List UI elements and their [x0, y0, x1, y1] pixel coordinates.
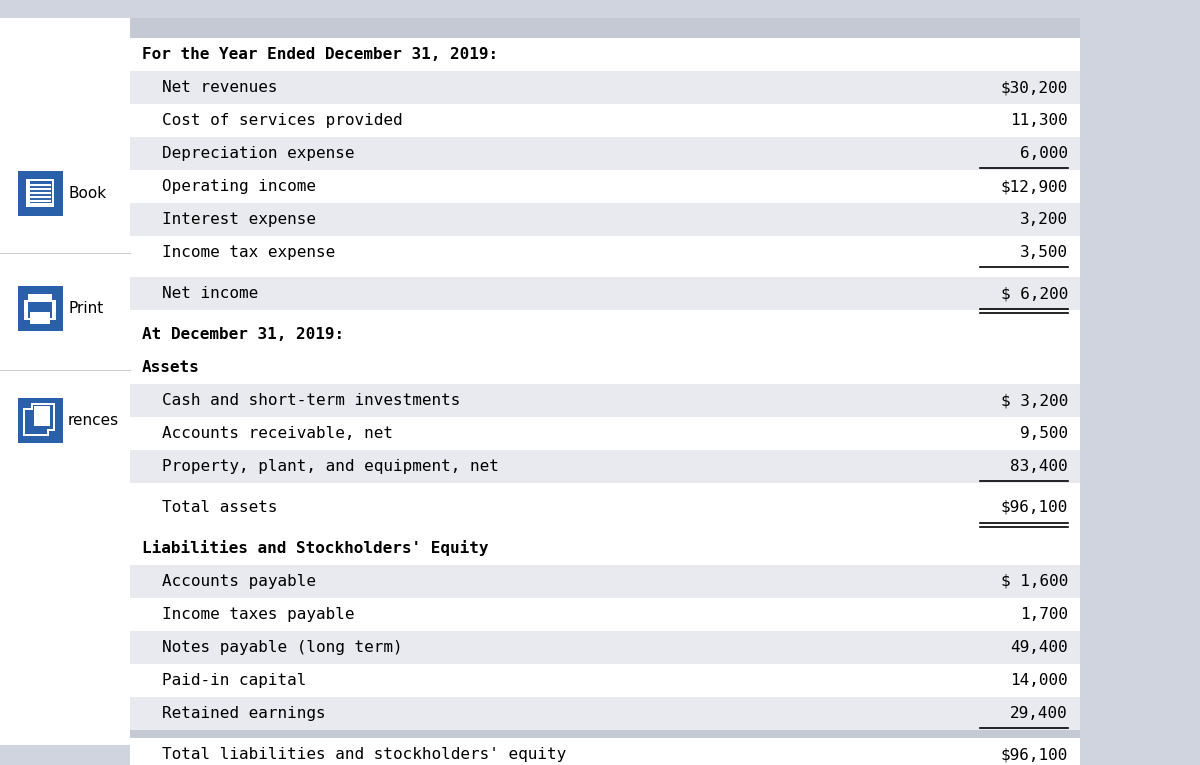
Bar: [130, 491, 1080, 524]
Bar: [130, 384, 1080, 417]
Bar: [0, 18, 130, 745]
Text: rences: rences: [68, 412, 119, 428]
Bar: [24, 300, 56, 320]
Bar: [130, 104, 1080, 137]
Bar: [34, 405, 53, 429]
Bar: [130, 38, 1080, 71]
Bar: [130, 738, 1080, 765]
Bar: [18, 171, 64, 216]
Bar: [130, 203, 1080, 236]
Text: Assets: Assets: [142, 360, 199, 375]
Bar: [130, 277, 1080, 310]
Bar: [130, 417, 1080, 450]
Bar: [30, 312, 50, 324]
Text: At December 31, 2019:: At December 31, 2019:: [142, 327, 344, 342]
Bar: [130, 170, 1080, 203]
Text: 9,500: 9,500: [1020, 426, 1068, 441]
Text: 49,400: 49,400: [1010, 640, 1068, 655]
Text: 83,400: 83,400: [1010, 459, 1068, 474]
Text: Notes payable (long term): Notes payable (long term): [162, 640, 403, 655]
Text: Income tax expense: Income tax expense: [162, 245, 335, 260]
Text: Interest expense: Interest expense: [162, 212, 316, 227]
Text: Total assets: Total assets: [162, 500, 277, 515]
Bar: [31, 403, 55, 431]
Text: 14,000: 14,000: [1010, 673, 1068, 688]
Text: Net revenues: Net revenues: [162, 80, 277, 95]
Text: $ 6,200: $ 6,200: [1001, 286, 1068, 301]
Text: Accounts payable: Accounts payable: [162, 574, 316, 589]
Text: Liabilities and Stockholders' Equity: Liabilities and Stockholders' Equity: [142, 541, 488, 556]
Bar: [130, 725, 1080, 745]
Bar: [130, 598, 1080, 631]
Bar: [130, 71, 1080, 104]
Text: Book: Book: [68, 185, 106, 200]
Bar: [130, 18, 1080, 38]
Text: 6,000: 6,000: [1020, 146, 1068, 161]
Bar: [28, 294, 52, 304]
Bar: [26, 179, 54, 207]
Text: $12,900: $12,900: [1001, 179, 1068, 194]
Bar: [23, 408, 49, 436]
Text: $ 3,200: $ 3,200: [1001, 393, 1068, 408]
Bar: [25, 410, 47, 434]
Bar: [130, 697, 1080, 730]
Text: Cash and short-term investments: Cash and short-term investments: [162, 393, 461, 408]
Text: Operating income: Operating income: [162, 179, 316, 194]
Bar: [26, 179, 30, 207]
Text: 29,400: 29,400: [1010, 706, 1068, 721]
Text: $96,100: $96,100: [1001, 747, 1068, 762]
Bar: [130, 236, 1080, 269]
Bar: [130, 450, 1080, 483]
Text: Property, plant, and equipment, net: Property, plant, and equipment, net: [162, 459, 499, 474]
Text: Income taxes payable: Income taxes payable: [162, 607, 354, 622]
Text: $30,200: $30,200: [1001, 80, 1068, 95]
Text: Retained earnings: Retained earnings: [162, 706, 325, 721]
Text: 11,300: 11,300: [1010, 113, 1068, 128]
Text: Cost of services provided: Cost of services provided: [162, 113, 403, 128]
Bar: [18, 286, 64, 331]
Text: Print: Print: [68, 301, 103, 315]
Bar: [130, 318, 1080, 351]
Bar: [130, 631, 1080, 664]
Text: $ 1,600: $ 1,600: [1001, 574, 1068, 589]
Text: Total liabilities and stockholders' equity: Total liabilities and stockholders' equi…: [162, 747, 566, 762]
Text: Accounts receivable, net: Accounts receivable, net: [162, 426, 394, 441]
Text: $96,100: $96,100: [1001, 500, 1068, 515]
Text: Paid-in capital: Paid-in capital: [162, 673, 306, 688]
Bar: [26, 203, 54, 207]
Text: 1,700: 1,700: [1020, 607, 1068, 622]
Bar: [130, 565, 1080, 598]
Text: For the Year Ended December 31, 2019:: For the Year Ended December 31, 2019:: [142, 47, 498, 62]
Bar: [130, 532, 1080, 565]
Bar: [130, 137, 1080, 170]
Bar: [18, 398, 64, 443]
Bar: [130, 38, 1080, 725]
Bar: [130, 351, 1080, 384]
Bar: [28, 302, 52, 318]
Text: Net income: Net income: [162, 286, 258, 301]
Text: 3,200: 3,200: [1020, 212, 1068, 227]
Text: Depreciation expense: Depreciation expense: [162, 146, 354, 161]
Bar: [28, 181, 52, 205]
Bar: [130, 664, 1080, 697]
Bar: [34, 406, 50, 426]
Text: 3,500: 3,500: [1020, 245, 1068, 260]
